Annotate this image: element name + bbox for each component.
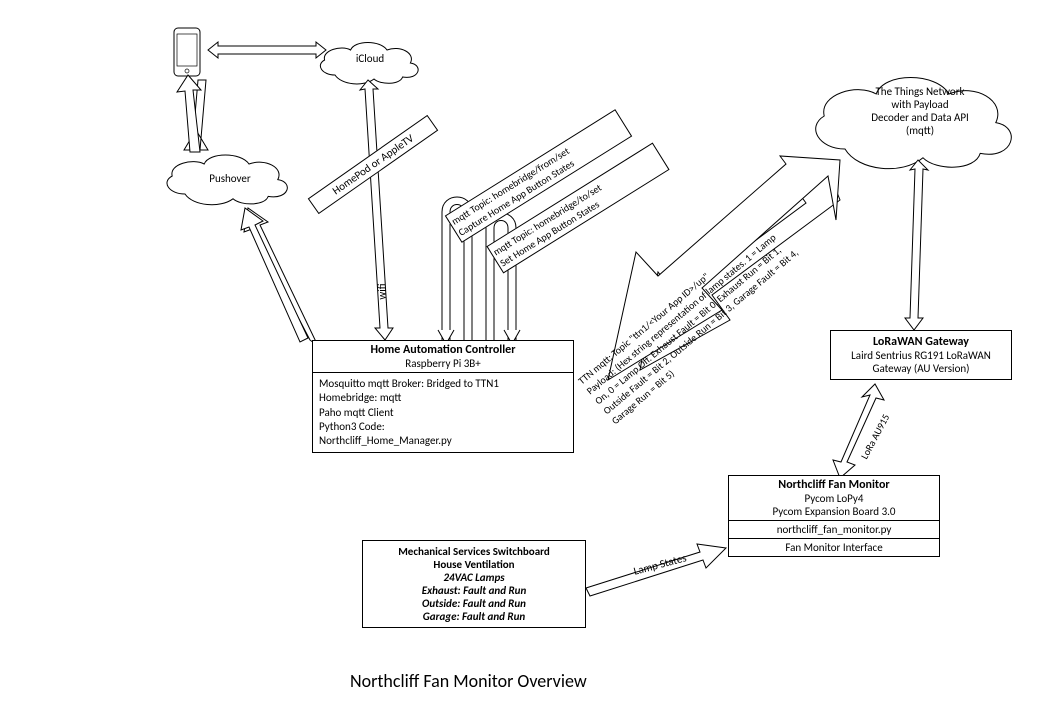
fanmon-sub1: Pycom LoPy4 Pycom Expansion Board 3.0 — [733, 492, 935, 518]
gateway-subtitle: Laird Sentrius RG191 LoRaWAN Gateway (AU… — [835, 349, 1007, 375]
hac-subtitle: Raspberry Pi 3B+ — [317, 357, 569, 370]
switchboard-box: Mechanical Services Switchboard House Ve… — [362, 540, 586, 628]
gateway-box: LoRaWAN Gateway Laird Sentrius RG191 LoR… — [830, 330, 1012, 380]
ttn-label: The Things Network with Payload Decoder … — [850, 85, 990, 137]
icloud-label: iCloud — [345, 52, 395, 65]
pushover-label: Pushover — [190, 172, 270, 185]
gateway-title: LoRaWAN Gateway — [835, 335, 1007, 349]
fanmon-box: Northcliff Fan Monitor Pycom LoPy4 Pycom… — [728, 475, 940, 557]
sb-l1: Mechanical Services Switchboard — [363, 545, 585, 558]
sb-l3: 24VAC Lamps — [363, 571, 585, 584]
hac-body: Mosquitto mqtt Broker: Bridged to TTN1 H… — [313, 373, 573, 452]
arrow-pushover-phone — [177, 75, 208, 152]
arrow-phone-icloud — [208, 42, 326, 58]
arrow-ttn-gateway — [905, 160, 928, 330]
fanmon-title: Northcliff Fan Monitor — [733, 478, 935, 492]
hac-box: Home Automation Controller Raspberry Pi … — [312, 340, 574, 453]
sb-l4: Exhaust: Fault and Run — [363, 584, 585, 597]
phone-icon — [174, 28, 200, 76]
fanmon-sub3: Fan Monitor Interface — [729, 539, 939, 556]
fanmon-sub2: northcliff_fan_monitor.py — [729, 521, 939, 539]
diagram-title: Northcliff Fan Monitor Overview — [350, 670, 587, 692]
wifi-label: wifi — [376, 272, 389, 312]
hac-title: Home Automation Controller — [317, 343, 569, 357]
sb-l2: House Ventilation — [363, 558, 585, 571]
sb-l5: Outside: Fault and Run — [363, 597, 585, 610]
arrow-hac-pushover — [241, 208, 318, 346]
sb-l6: Garage: Fault and Run — [363, 610, 585, 623]
